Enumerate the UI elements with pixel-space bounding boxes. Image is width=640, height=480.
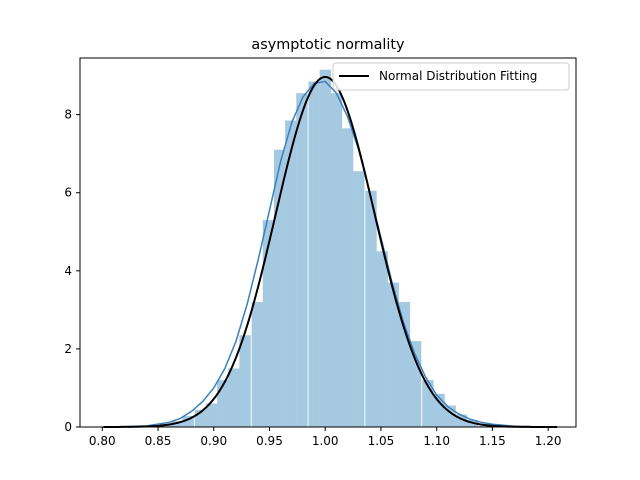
histogram-bar [387,282,400,427]
histogram-bar [273,149,286,427]
x-tick-label: 0.80 [89,434,116,448]
histogram-bar [194,409,207,427]
y-axis: 0 2 4 6 8 [64,108,80,434]
y-tick-label: 6 [64,186,72,200]
axes-frame [79,57,577,428]
x-tick-label: 0.85 [145,434,172,448]
histogram-bar [398,302,411,427]
x-axis: 0.80 0.85 0.90 0.95 1.00 1.05 1.10 1.15 1.20 [89,427,562,448]
histogram-bar [422,380,434,427]
histogram-bar [228,368,240,427]
histogram-bar [455,414,467,427]
histogram-bar [365,190,377,427]
x-tick-label: 1.05 [368,434,395,448]
x-tick-label: 0.95 [256,434,283,448]
histogram-bar [330,93,343,428]
legend-box [332,62,570,91]
histogram-bar [182,416,194,427]
legend: Normal Distribution Fitting [332,62,570,91]
legend-label-normal-fit: Normal Distribution Fitting [379,69,537,83]
histogram-bar [262,220,275,427]
y-tick-label: 0 [64,420,72,434]
normal-fit-curve [103,75,558,428]
x-tick-label: 1.10 [423,434,450,448]
histogram-bar [251,302,264,427]
histogram-bar [308,81,320,427]
kde-curve [103,80,558,428]
histogram-bar [171,421,183,427]
x-tick-label: 1.20 [535,434,562,448]
y-tick-label: 8 [64,108,72,122]
histogram-bar [376,251,388,427]
histogram-bar [444,405,456,427]
plot-area [103,69,558,428]
histogram-bar [285,120,297,427]
histogram-bar [341,128,354,428]
histogram-bar [409,341,422,427]
histogram-bar [319,69,332,427]
y-tick-label: 2 [64,342,72,356]
x-tick-label: 1.15 [479,434,506,448]
chart-title: asymptotic normality [251,37,405,53]
histogram-bar [296,93,308,428]
x-tick-label: 1.00 [312,434,339,448]
y-tick-label: 4 [64,264,72,278]
histogram-bar [433,393,445,427]
histogram-bar [205,403,218,427]
histogram-bar [239,335,251,427]
histogram-bar [353,171,365,427]
histogram-bar [217,380,229,427]
x-tick-label: 0.90 [200,434,227,448]
